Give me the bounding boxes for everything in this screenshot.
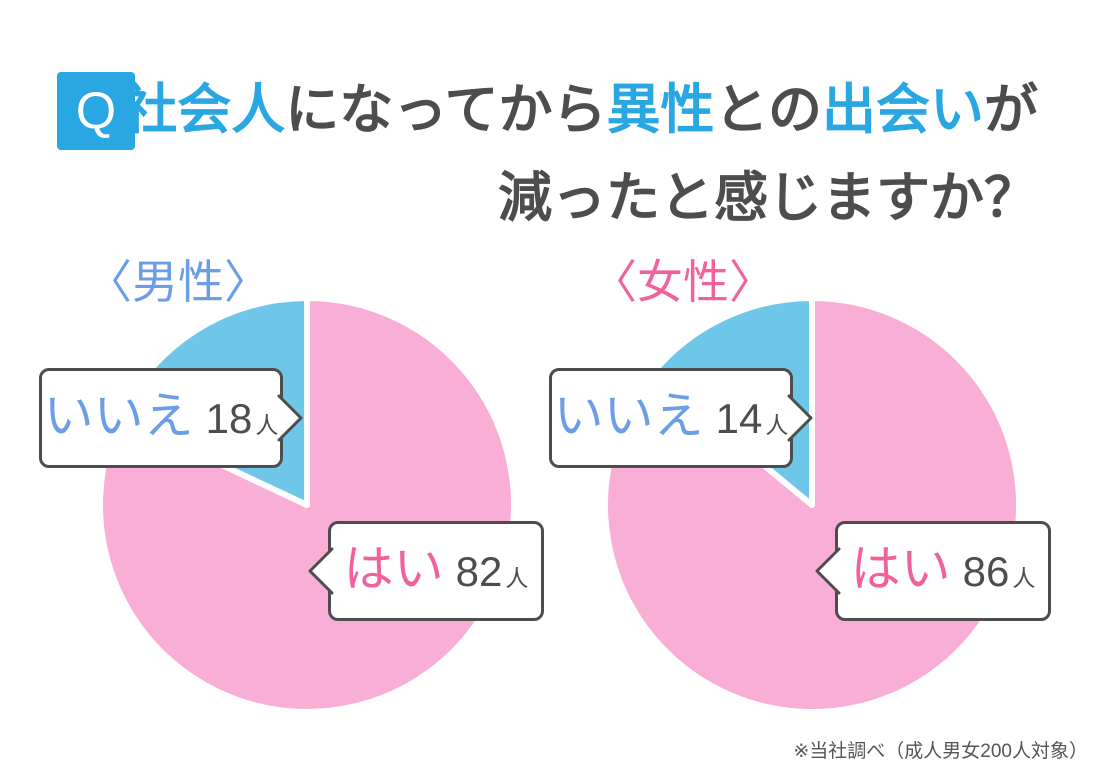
title-segment-ga: が (984, 80, 1038, 140)
bubble-tail-right-icon (277, 394, 303, 442)
callout-male-yes-text: はい 82 人 (344, 544, 529, 598)
answer-count: 14 (715, 395, 763, 442)
pie-chart-female (602, 295, 1022, 715)
survey-source-footnote: ※当社調べ（成人男女200人対象） (793, 741, 1088, 762)
callout-male-yes: はい 82 人 (308, 521, 544, 621)
answer-count: 82 (455, 548, 503, 595)
callout-female-yes: はい 86 人 (815, 521, 1051, 621)
q-badge: Q (57, 72, 135, 150)
answer-count: 18 (205, 395, 253, 442)
bubble-tail-left-icon (815, 547, 841, 595)
title-segment-deai: 出会い (822, 80, 984, 140)
answer-label-yes: はい (343, 541, 444, 597)
callout-male-no-text: いいえ 18 人 (44, 391, 279, 445)
survey-question-title: 社会人になってから異性との出会いが 減ったと感じますか？ (123, 66, 1038, 242)
title-segment-isei: 異性 (606, 80, 715, 140)
answer-count: 86 (962, 548, 1010, 595)
title-segment-ninattekara: になってから (285, 80, 607, 140)
pie-title-male: 〈男性〉 (86, 256, 270, 308)
count-unit: 人 (1012, 565, 1036, 591)
callout-female-yes-text: はい 86 人 (851, 544, 1036, 598)
title-segment-tono: との (714, 80, 822, 140)
q-badge-label: Q (75, 82, 117, 140)
pie-chart-male (97, 295, 518, 715)
count-unit: 人 (255, 412, 279, 438)
callout-female-no: いいえ 14 人 (549, 368, 813, 468)
title-line-2: 減ったと感じますか？ (498, 168, 1038, 228)
answer-label-no: いいえ (43, 388, 194, 444)
pie-title-female: 〈女性〉 (591, 256, 775, 308)
bubble-tail-right-icon (787, 394, 813, 442)
title-line-1: 社会人になってから異性との出会いが (123, 66, 1038, 154)
count-unit: 人 (505, 565, 529, 591)
callout-female-no-text: いいえ 14 人 (554, 391, 789, 445)
bubble-tail-left-icon (308, 547, 334, 595)
answer-label-yes: はい (850, 541, 951, 597)
answer-label-no: いいえ (553, 388, 704, 444)
count-unit: 人 (765, 412, 789, 438)
callout-male-no: いいえ 18 人 (39, 368, 303, 468)
title-segment-shakaijin: 社会人 (123, 80, 286, 140)
